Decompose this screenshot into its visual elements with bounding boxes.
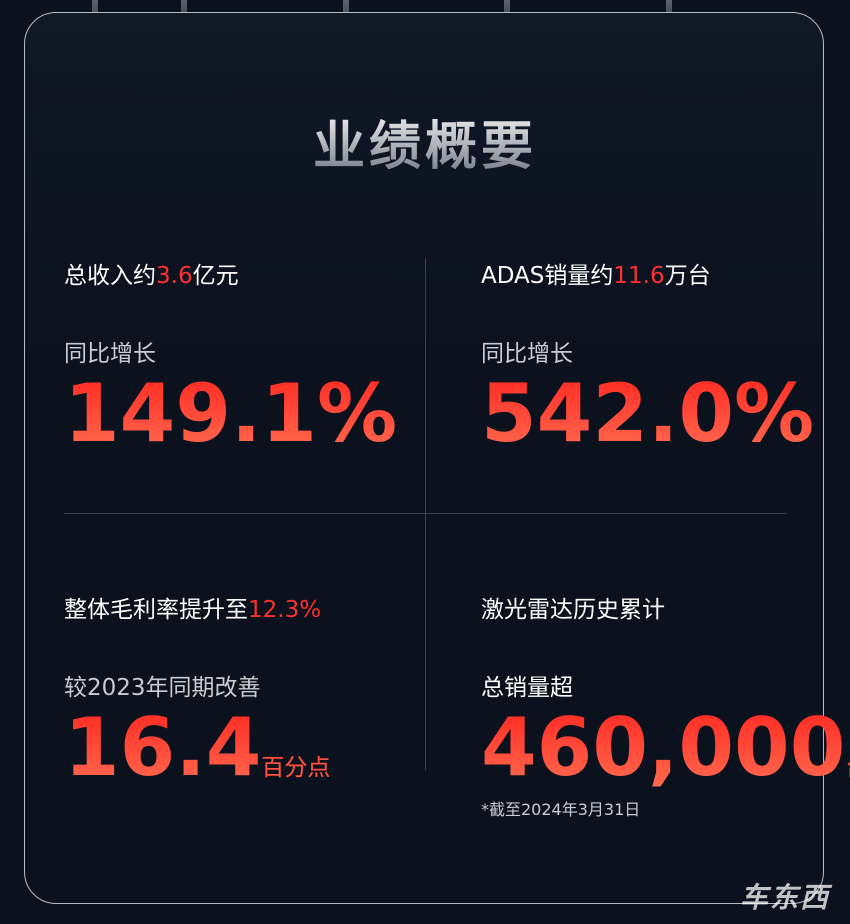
horizontal-divider [64, 513, 786, 514]
revenue-value: 3.6 [156, 263, 193, 289]
margin-improvement: 16.4百分点 [64, 708, 330, 788]
revenue-stat: 总收入约3.6亿元 同比增长 149.1% [64, 256, 397, 454]
label: 整体毛利率提升至 [64, 597, 248, 623]
margin-value: 12.3% [248, 597, 322, 623]
unit: 台 [845, 755, 850, 781]
margin-heading: 整体毛利率提升至12.3% [64, 590, 330, 624]
lidar-heading: 激光雷达历史累计 [481, 597, 665, 623]
margin-stat: 整体毛利率提升至12.3% 较2023年同期改善 16.4百分点 [64, 590, 330, 788]
unit: 亿元 [192, 263, 239, 289]
adas-stat: ADAS销量约11.6万台 同比增长 542.0% [481, 256, 814, 454]
footnote: *截至2024年3月31日 [481, 800, 641, 819]
lidar-total: 460,000台 [481, 708, 850, 788]
lidar-stat: 激光雷达历史累计 总销量超 460,000台 *截至2024年3月31日 [481, 590, 850, 820]
summary-card [24, 12, 824, 904]
lidar-count: 460,000 [481, 701, 846, 794]
adas-value: 11.6 [613, 263, 665, 289]
adas-heading: ADAS销量约11.6万台 [481, 256, 814, 290]
revenue-growth: 149.1% [64, 367, 398, 460]
label: 总收入约 [64, 263, 156, 289]
vertical-divider [425, 258, 426, 770]
watermark-logo: 车东西 [739, 881, 830, 914]
margin-points: 16.4 [64, 701, 262, 794]
unit: 万台 [664, 263, 711, 289]
label: ADAS销量约 [481, 263, 614, 289]
adas-subtitle: 同比增长 [481, 341, 573, 367]
adas-growth: 542.0% [481, 367, 815, 460]
margin-subtitle: 较2023年同期改善 [64, 675, 261, 701]
lidar-subtitle: 总销量超 [481, 675, 573, 701]
revenue-subtitle: 同比增长 [64, 341, 156, 367]
revenue-heading: 总收入约3.6亿元 [64, 256, 397, 290]
page-title: 业绩概要 [0, 104, 850, 179]
unit: 百分点 [261, 755, 331, 781]
